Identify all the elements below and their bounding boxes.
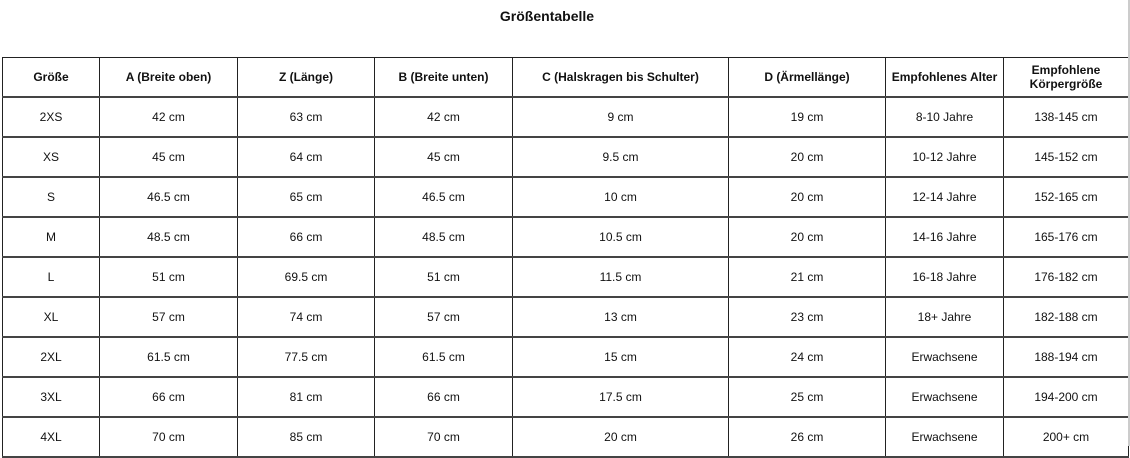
table-cell: 138-145 cm bbox=[1003, 96, 1129, 138]
table-cell: 10 cm bbox=[512, 176, 729, 218]
table-cell: 9 cm bbox=[512, 96, 729, 138]
column-header: Größe bbox=[2, 57, 100, 98]
table-cell: 85 cm bbox=[237, 416, 375, 458]
table-cell: 74 cm bbox=[237, 296, 375, 338]
table-cell: 21 cm bbox=[728, 256, 886, 298]
table-cell: 18+ Jahre bbox=[885, 296, 1004, 338]
table-cell: 3XL bbox=[2, 376, 100, 418]
table-cell: 70 cm bbox=[99, 416, 238, 458]
table-cell: 66 cm bbox=[374, 376, 513, 418]
table-row: 4XL 70 cm 85 cm 70 cm 20 cm 26 cm Erwachsene 20… bbox=[2, 416, 1129, 458]
table-cell: 51 cm bbox=[374, 256, 513, 298]
table-cell: 12-14 Jahre bbox=[885, 176, 1004, 218]
table-cell: 20 cm bbox=[728, 136, 886, 178]
column-header: C (Halskragen bis Schulter) bbox=[512, 57, 729, 98]
table-cell: 10.5 cm bbox=[512, 216, 729, 258]
table-cell: 2XS bbox=[2, 96, 100, 138]
table-cell: 176-182 cm bbox=[1003, 256, 1129, 298]
table-cell: 69.5 cm bbox=[237, 256, 375, 298]
table-cell: 23 cm bbox=[728, 296, 886, 338]
table-cell: 19 cm bbox=[728, 96, 886, 138]
table-cell: 24 cm bbox=[728, 336, 886, 378]
table-cell: Erwachsene bbox=[885, 336, 1004, 378]
table-cell: 63 cm bbox=[237, 96, 375, 138]
table-cell: 46.5 cm bbox=[374, 176, 513, 218]
table-cell: 16-18 Jahre bbox=[885, 256, 1004, 298]
size-table: Größe A (Breite oben) Z (Länge) B (Breite u… bbox=[2, 57, 1129, 458]
table-cell: 188-194 cm bbox=[1003, 336, 1129, 378]
table-cell: 61.5 cm bbox=[99, 336, 238, 378]
table-cell: 70 cm bbox=[374, 416, 513, 458]
table-cell: 10-12 Jahre bbox=[885, 136, 1004, 178]
table-cell: 64 cm bbox=[237, 136, 375, 178]
column-header: B (Breite unten) bbox=[374, 57, 513, 98]
table-cell: Erwachsene bbox=[885, 376, 1004, 418]
table-cell: 26 cm bbox=[728, 416, 886, 458]
table-cell: 20 cm bbox=[728, 216, 886, 258]
table-cell: 14-16 Jahre bbox=[885, 216, 1004, 258]
table-cell: M bbox=[2, 216, 100, 258]
page-title: Größentabelle bbox=[499, 8, 595, 24]
table-row: 3XL 66 cm 81 cm 66 cm 17.5 cm 25 cm Erwachsene… bbox=[2, 376, 1129, 418]
table-cell: 20 cm bbox=[512, 416, 729, 458]
table-cell: 57 cm bbox=[374, 296, 513, 338]
table-cell: 66 cm bbox=[99, 376, 238, 418]
table-cell: XS bbox=[2, 136, 100, 178]
table-cell: 51 cm bbox=[99, 256, 238, 298]
table-row: S 46.5 cm 65 cm 46.5 cm 10 cm 20 cm 12-14 Jahr… bbox=[2, 176, 1129, 218]
table-cell: 42 cm bbox=[99, 96, 238, 138]
table-cell: 45 cm bbox=[374, 136, 513, 178]
table-cell: 165-176 cm bbox=[1003, 216, 1129, 258]
table-cell: 182-188 cm bbox=[1003, 296, 1129, 338]
table-row: L 51 cm 69.5 cm 51 cm 11.5 cm 21 cm 16-18 Jahr… bbox=[2, 256, 1129, 298]
table-cell: 66 cm bbox=[237, 216, 375, 258]
table-row: 2XS 42 cm 63 cm 42 cm 9 cm 19 cm 8-10 Jahre 138… bbox=[2, 96, 1129, 138]
table-header-row: Größe A (Breite oben) Z (Länge) B (Breite u… bbox=[2, 57, 1129, 98]
table-cell: 42 cm bbox=[374, 96, 513, 138]
table-cell: 11.5 cm bbox=[512, 256, 729, 298]
table-cell: 152-165 cm bbox=[1003, 176, 1129, 218]
table-cell: 15 cm bbox=[512, 336, 729, 378]
table-cell: 57 cm bbox=[99, 296, 238, 338]
table-cell: 48.5 cm bbox=[99, 216, 238, 258]
table-cell: 20 cm bbox=[728, 176, 886, 218]
table-cell: Erwachsene bbox=[885, 416, 1004, 458]
table-cell: 81 cm bbox=[237, 376, 375, 418]
column-header: Empfohlene Körpergröße bbox=[1003, 57, 1129, 98]
table-cell: 2XL bbox=[2, 336, 100, 378]
table-cell: 77.5 cm bbox=[237, 336, 375, 378]
table-row: M 48.5 cm 66 cm 48.5 cm 10.5 cm 20 cm 14-16 Ja… bbox=[2, 216, 1129, 258]
table-cell: 4XL bbox=[2, 416, 100, 458]
table-cell: 61.5 cm bbox=[374, 336, 513, 378]
table-row: 2XL 61.5 cm 77.5 cm 61.5 cm 15 cm 24 cm Erwach… bbox=[2, 336, 1129, 378]
column-header: D (Ärmellänge) bbox=[728, 57, 886, 98]
table-cell: 65 cm bbox=[237, 176, 375, 218]
column-header: Z (Länge) bbox=[237, 57, 375, 98]
table-cell: L bbox=[2, 256, 100, 298]
table-cell: 17.5 cm bbox=[512, 376, 729, 418]
table-cell: 200+ cm bbox=[1003, 416, 1129, 458]
column-header: Empfohlenes Alter bbox=[885, 57, 1004, 98]
table-cell: 25 cm bbox=[728, 376, 886, 418]
table-cell: 48.5 cm bbox=[374, 216, 513, 258]
table-cell: 8-10 Jahre bbox=[885, 96, 1004, 138]
table-cell: XL bbox=[2, 296, 100, 338]
table-cell: S bbox=[2, 176, 100, 218]
table-cell: 46.5 cm bbox=[99, 176, 238, 218]
scroll-edge bbox=[1128, 0, 1130, 446]
table-cell: 145-152 cm bbox=[1003, 136, 1129, 178]
table-cell: 13 cm bbox=[512, 296, 729, 338]
table-cell: 45 cm bbox=[99, 136, 238, 178]
column-header: A (Breite oben) bbox=[99, 57, 238, 98]
table-cell: 194-200 cm bbox=[1003, 376, 1129, 418]
table-row: XS 45 cm 64 cm 45 cm 9.5 cm 20 cm 10-12 Jahre 1… bbox=[2, 136, 1129, 178]
table-row: XL 57 cm 74 cm 57 cm 13 cm 23 cm 18+ Jahre 182-… bbox=[2, 296, 1129, 338]
table-cell: 9.5 cm bbox=[512, 136, 729, 178]
